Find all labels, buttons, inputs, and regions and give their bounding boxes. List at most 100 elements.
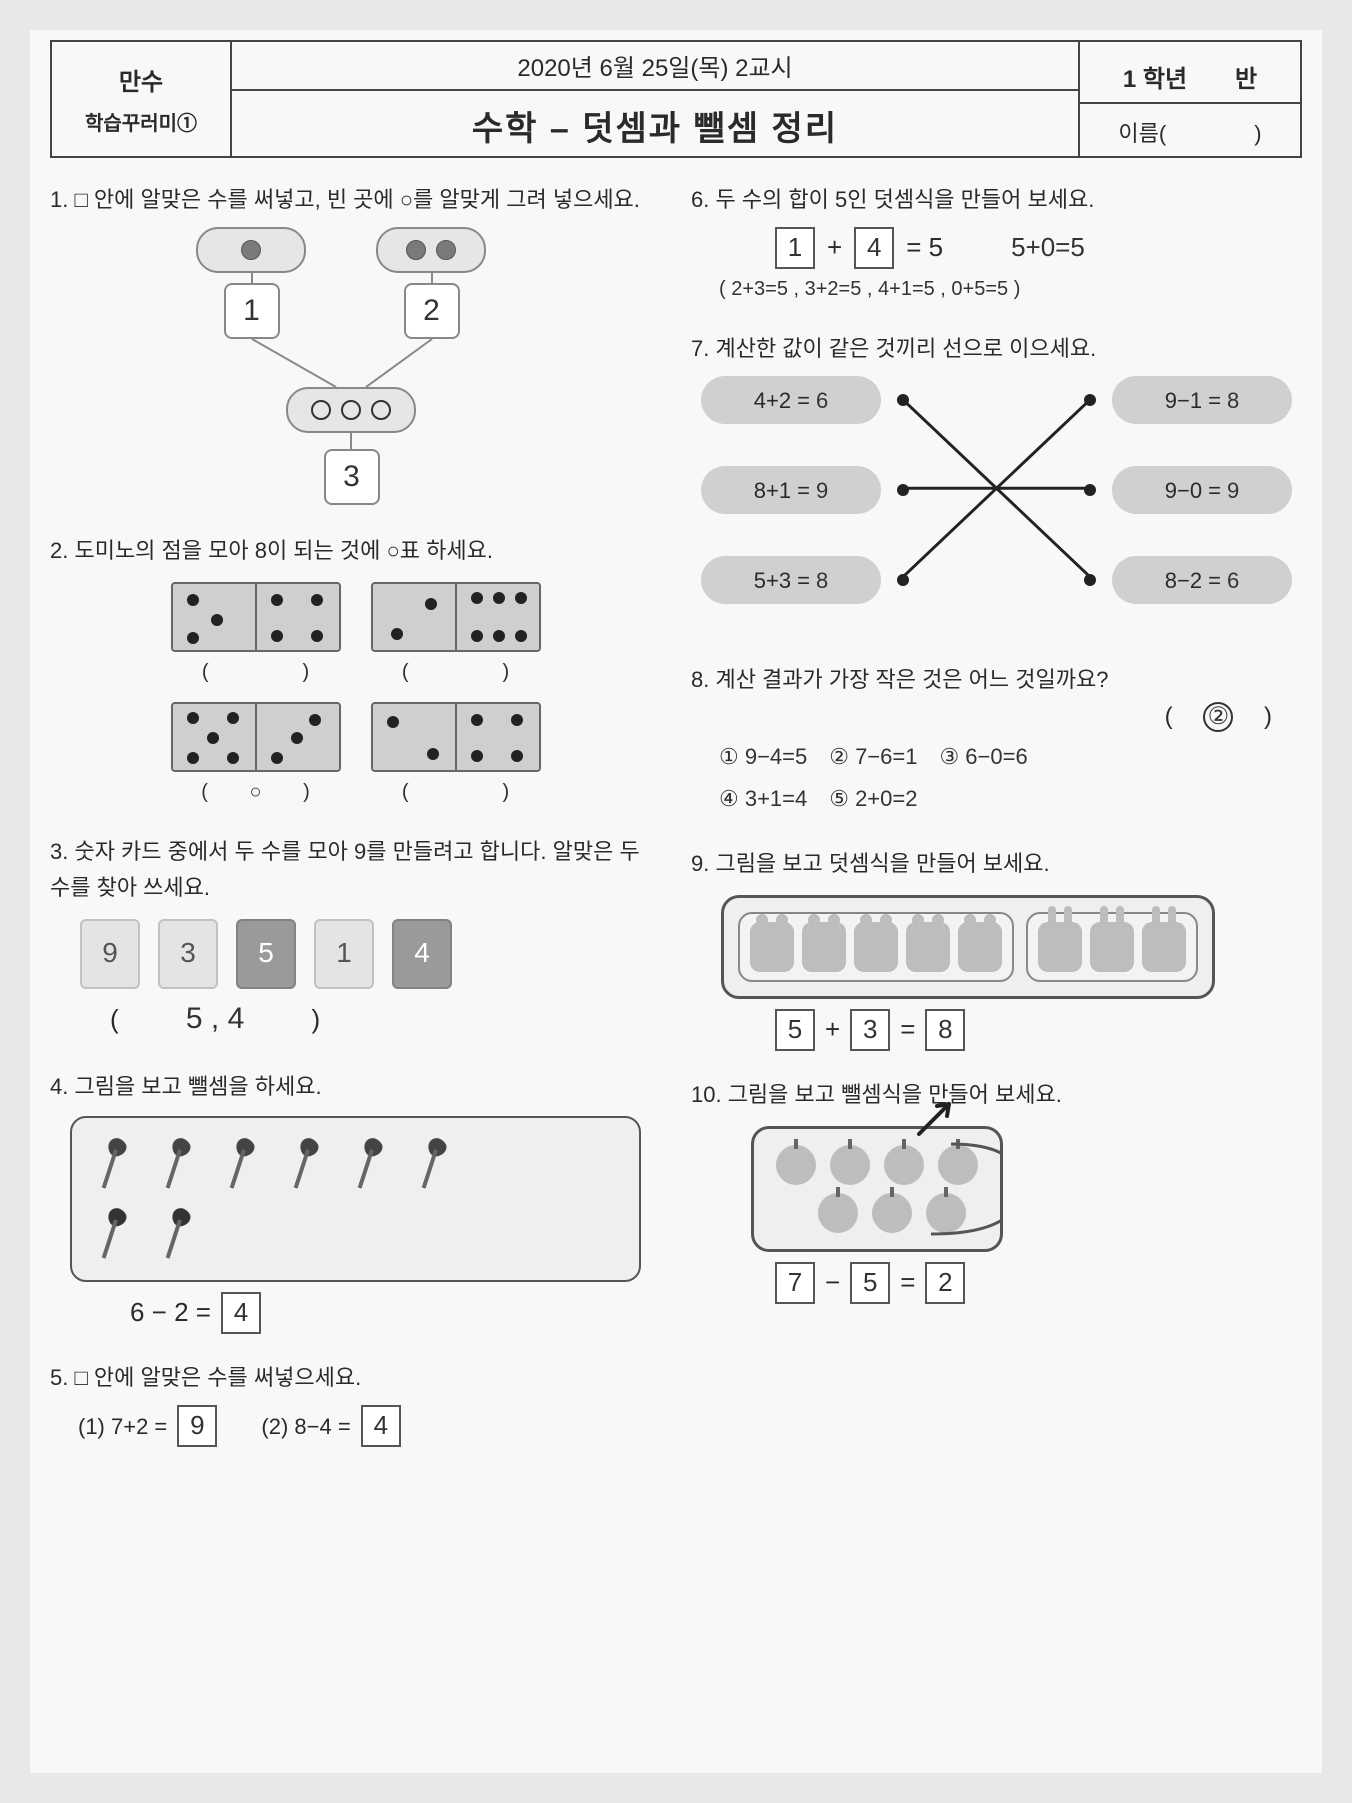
q9-equation: 5 + 3 = 8 bbox=[771, 1009, 1302, 1051]
plus-sign: + bbox=[827, 227, 842, 269]
q4-answer: 4 bbox=[221, 1292, 261, 1334]
apple-icon bbox=[884, 1145, 924, 1185]
q9-c: 8 bbox=[925, 1009, 965, 1051]
eq: = bbox=[900, 1009, 915, 1051]
q2-prompt: 2. 도미노의 점을 모아 8이 되는 것에 ○표 하세요. bbox=[50, 533, 661, 568]
q6-box1: 1 bbox=[775, 227, 815, 269]
card: 5 bbox=[236, 919, 296, 989]
q3-prompt: 3. 숫자 카드 중에서 두 수를 모아 9를 만들려고 합니다. 알맞은 두 … bbox=[50, 834, 661, 904]
apple-icon bbox=[818, 1193, 858, 1233]
worksheet: 만수 학습꾸러미① 2020년 6월 25일(목) 2교시 수학 – 덧셈과 뺄… bbox=[30, 30, 1322, 1773]
q5-part2: (2) 8−4 = 4 bbox=[261, 1405, 404, 1447]
apple-icon bbox=[830, 1145, 870, 1185]
q6-main-eq: 1 + 4 = 5 5+0=5 bbox=[771, 227, 1302, 269]
name-line: 이름( ) bbox=[1118, 104, 1261, 148]
open-circle-icon bbox=[341, 400, 361, 420]
q4-picture bbox=[70, 1116, 641, 1282]
school-name: 만수 bbox=[119, 62, 163, 97]
q6-prompt: 6. 두 수의 합이 5인 덧셈식을 만들어 보세요. bbox=[691, 182, 1302, 217]
card: 1 bbox=[314, 919, 374, 989]
question-7: 7. 계산한 값이 같은 것끼리 선으로 이으세요. 4+2 = 6 8+1 =… bbox=[691, 331, 1302, 636]
q6-extra: ( 2+3=5 , 3+2=5 , 4+1=5 , 0+5=5 ) bbox=[719, 273, 1302, 305]
paren-open: ( bbox=[110, 1004, 119, 1034]
domino-item: ( ) bbox=[171, 582, 341, 688]
domino-item: ( ○ ) bbox=[171, 702, 341, 808]
frog-icon bbox=[854, 922, 898, 972]
date-line: 2020년 6월 25일(목) 2교시 bbox=[232, 42, 1078, 91]
q5-p2-answer: 4 bbox=[361, 1405, 401, 1447]
question-1: 1. □ 안에 알맞은 수를 써넣고, 빈 곳에 ○를 알맞게 그려 넣으세요.… bbox=[50, 182, 661, 507]
q5-p1-answer: 9 bbox=[177, 1405, 217, 1447]
header: 만수 학습꾸러미① 2020년 6월 25일(목) 2교시 수학 – 덧셈과 뺄… bbox=[50, 40, 1302, 158]
eq: = bbox=[900, 1262, 915, 1304]
question-6: 6. 두 수의 합이 5인 덧셈식을 만들어 보세요. 1 + 4 = 5 5+… bbox=[691, 182, 1302, 305]
arrow-out-icon bbox=[911, 1098, 971, 1138]
fork-row bbox=[92, 1204, 619, 1264]
q9-prompt: 9. 그림을 보고 덧셈식을 만들어 보세요. bbox=[691, 846, 1302, 881]
q7-prompt: 7. 계산한 값이 같은 것끼리 선으로 이으세요. bbox=[691, 331, 1302, 366]
q3-answer: 5 , 4 bbox=[186, 1002, 244, 1035]
frog-icon bbox=[750, 922, 794, 972]
domino-2-4 bbox=[371, 702, 541, 772]
paren-close: ) bbox=[1240, 703, 1272, 730]
left-column: 1. □ 안에 알맞은 수를 써넣고, 빈 곳에 ○를 알맞게 그려 넣으세요.… bbox=[50, 182, 661, 1473]
q4-equation: 6 − 2 = 4 bbox=[130, 1292, 661, 1334]
apple-icon bbox=[926, 1193, 966, 1233]
q6-side: 5+0=5 bbox=[1011, 227, 1085, 269]
q5-p1-label: (1) 7+2 = bbox=[78, 1414, 167, 1439]
op: − bbox=[825, 1262, 840, 1304]
fork-icon bbox=[92, 1204, 138, 1264]
spoon-row bbox=[92, 1134, 619, 1194]
q10-picture-wrap bbox=[751, 1126, 1003, 1252]
q7-lines bbox=[701, 376, 1292, 632]
domino-3-4 bbox=[171, 582, 341, 652]
apple-row-2 bbox=[818, 1193, 966, 1233]
fork-icon bbox=[156, 1204, 202, 1264]
q1-bubble-sum bbox=[286, 387, 416, 433]
grade-line: 1 학년 반 bbox=[1080, 51, 1300, 104]
q10-a: 7 bbox=[775, 1262, 815, 1304]
frog-icon bbox=[958, 922, 1002, 972]
q5-prompt: 5. □ 안에 알맞은 수를 써넣으세요. bbox=[50, 1360, 661, 1395]
q2-label: ( ) bbox=[171, 656, 341, 688]
q4-prompt: 4. 그림을 보고 뺄셈을 하세요. bbox=[50, 1069, 661, 1104]
card: 9 bbox=[80, 919, 140, 989]
spoon-icon bbox=[284, 1134, 330, 1194]
question-10: 10. 그림을 보고 뺄셈식을 만들어 보세요. bbox=[691, 1077, 1302, 1304]
q4-eq-left: 6 − 2 = bbox=[130, 1292, 211, 1334]
spoon-icon bbox=[412, 1134, 458, 1194]
q10-picture bbox=[751, 1126, 1003, 1252]
columns: 1. □ 안에 알맞은 수를 써넣고, 빈 곳에 ○를 알맞게 그려 넣으세요.… bbox=[50, 182, 1302, 1473]
q7-matching: 4+2 = 6 8+1 = 9 5+3 = 8 bbox=[701, 376, 1292, 636]
right-column: 6. 두 수의 합이 5인 덧셈식을 만들어 보세요. 1 + 4 = 5 5+… bbox=[691, 182, 1302, 1473]
open-circle-icon bbox=[371, 400, 391, 420]
q5-p2-label: (2) 8−4 = bbox=[261, 1414, 350, 1439]
q10-c: 2 bbox=[925, 1262, 965, 1304]
q2-label: ( ) bbox=[371, 776, 541, 808]
q9-b: 3 bbox=[850, 1009, 890, 1051]
q5-part1: (1) 7+2 = 9 bbox=[78, 1405, 221, 1447]
eq5: = 5 bbox=[906, 227, 943, 269]
question-5: 5. □ 안에 알맞은 수를 써넣으세요. (1) 7+2 = 9 (2) 8−… bbox=[50, 1360, 661, 1447]
q9-picture bbox=[721, 895, 1215, 999]
q2-label: ( ) bbox=[371, 656, 541, 688]
worksheet-title: 수학 – 덧셈과 뺄셈 정리 bbox=[472, 91, 838, 156]
q2-label: ( ○ ) bbox=[171, 776, 341, 808]
domino-2-6 bbox=[371, 582, 541, 652]
spoon-icon bbox=[92, 1134, 138, 1194]
paren-open: ( bbox=[1165, 703, 1197, 730]
q8-prompt: 8. 계산 결과가 가장 작은 것은 어느 것일까요? bbox=[691, 662, 1302, 697]
card: 3 bbox=[158, 919, 218, 989]
q8-choices-1: ① 9−4=5 ② 7−6=1 ③ 6−0=6 bbox=[719, 736, 1302, 778]
spoon-icon bbox=[220, 1134, 266, 1194]
spoon-icon bbox=[348, 1134, 394, 1194]
q2-row1: ( ) ( ) bbox=[50, 582, 661, 688]
header-middle: 2020년 6월 25일(목) 2교시 수학 – 덧셈과 뺄셈 정리 bbox=[232, 42, 1080, 156]
q8-choices-2: ④ 3+1=4 ⑤ 2+0=2 bbox=[719, 778, 1302, 820]
q10-prompt: 10. 그림을 보고 뺄셈식을 만들어 보세요. bbox=[691, 1077, 1302, 1112]
q10-equation: 7 − 5 = 2 bbox=[771, 1262, 1302, 1304]
q1-ans-bottom: 3 bbox=[324, 449, 380, 505]
frog-icon bbox=[906, 922, 950, 972]
bunny-icon bbox=[1038, 922, 1082, 972]
open-circle-icon bbox=[311, 400, 331, 420]
